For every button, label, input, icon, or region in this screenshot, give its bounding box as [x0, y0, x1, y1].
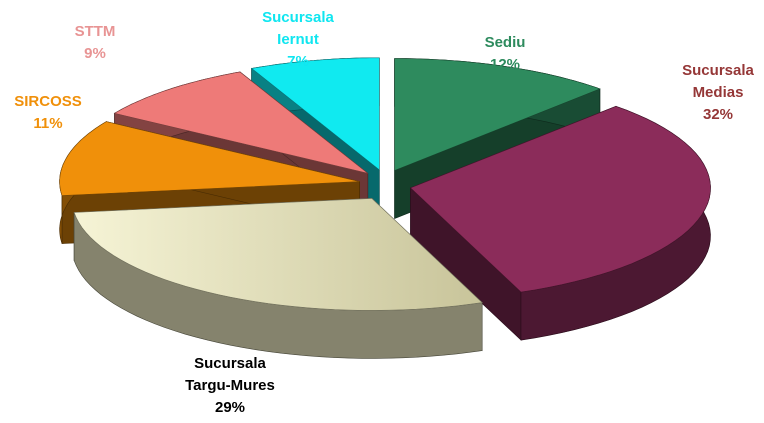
slice: [394, 58, 601, 171]
slice: [409, 105, 711, 293]
slice-label: Sucursala Iernut 7%: [262, 9, 334, 70]
value-label: 12%: [490, 56, 520, 73]
category-label: SIRCOSS: [14, 93, 82, 110]
category-label: Sediu: [485, 34, 526, 51]
slice: [73, 198, 483, 311]
category-label: Sucursala Medias: [682, 62, 754, 101]
category-label: Sucursala Iernut: [262, 9, 334, 48]
category-label: STTM: [75, 23, 116, 40]
slice-label: Sucursala Medias 32%: [682, 62, 754, 123]
value-label: 11%: [33, 115, 62, 132]
labels: Sediu 12% Sucursala Medias 32% Sucursala Targu…: [14, 9, 754, 416]
value-label: 32%: [703, 106, 733, 123]
slice-label: Sucursala Targu-Mures 29%: [185, 355, 275, 416]
slice-label: SIRCOSS 11%: [14, 93, 82, 132]
pie: [59, 57, 711, 359]
slice: [59, 121, 360, 196]
category-label: Sucursala Targu-Mures: [185, 355, 275, 394]
slice-label: STTM 9%: [75, 23, 116, 62]
value-label: 29%: [215, 399, 245, 416]
slice: [113, 71, 368, 174]
slice: [250, 57, 380, 171]
slice-label: Sediu 12%: [485, 34, 526, 73]
value-label: 7%: [287, 53, 309, 70]
value-label: 9%: [84, 45, 106, 62]
